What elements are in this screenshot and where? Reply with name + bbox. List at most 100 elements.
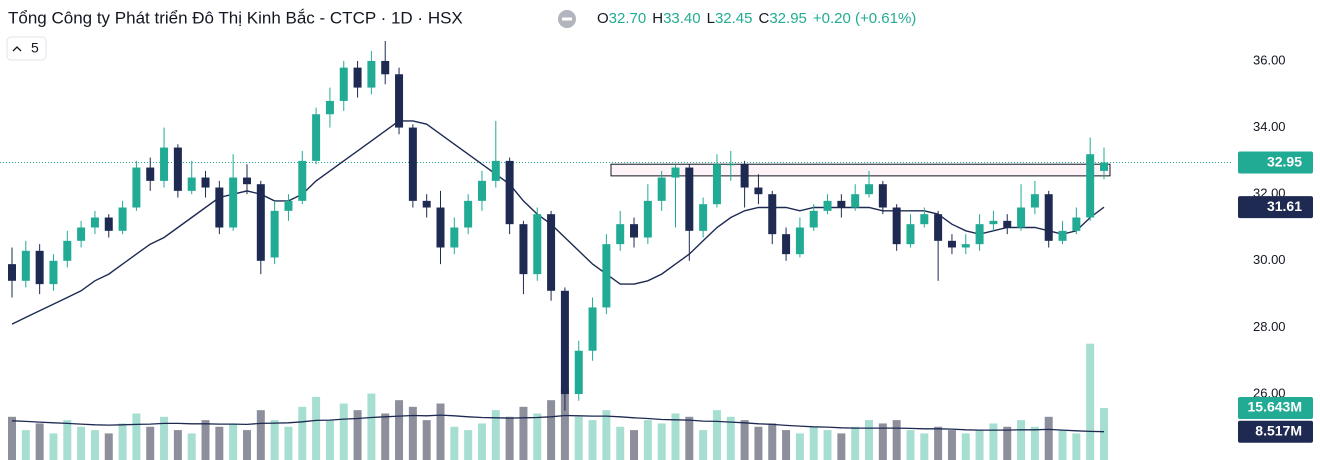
candle-body (201, 177, 210, 188)
candle-body (588, 307, 597, 351)
last-price-tag: 32.95 (1267, 153, 1302, 169)
candle-body (63, 240, 72, 261)
volume-bar (146, 426, 155, 460)
candle-body (851, 194, 860, 208)
candle-body (505, 160, 514, 225)
volume-bar (740, 420, 749, 460)
candle-body (35, 250, 44, 285)
candle-body (395, 74, 404, 128)
candle-body (90, 217, 99, 228)
candle-body (975, 224, 984, 245)
candle-body (146, 167, 155, 181)
volume-bar (989, 423, 998, 460)
volume-bar (173, 430, 182, 460)
candle-body (671, 167, 680, 178)
volume-ma-tag: 8.517M (1255, 422, 1302, 438)
volume-bar (229, 423, 238, 460)
volume-ma-line (11, 414, 1105, 433)
volume-bar (782, 430, 791, 460)
volume-bar (353, 410, 362, 460)
candle-body (1100, 162, 1108, 171)
volume-bar (851, 426, 860, 460)
volume-bar (602, 410, 611, 460)
volume-bar (560, 386, 569, 460)
candle-body (256, 184, 265, 261)
volume-bar (312, 396, 321, 460)
volume-bar (1044, 416, 1053, 460)
candle-body (229, 177, 238, 228)
volume-bar (381, 413, 390, 460)
candle-body (934, 214, 943, 241)
candle-body (657, 177, 666, 201)
ohlc-legend: O32.70 H33.40 L32.45 C32.95 +0.20 (+0.61%) (597, 10, 916, 27)
ohlc-key: O (597, 10, 609, 27)
last-price-tag-bg (1238, 151, 1313, 174)
candle-body (795, 227, 804, 255)
ma-tag: 31.61 (1267, 198, 1302, 214)
volume-bar (547, 400, 556, 460)
volume-bar (699, 430, 708, 460)
volume-bar (1058, 430, 1067, 460)
volume-bar (823, 430, 832, 460)
volume-bar (477, 423, 486, 460)
candle-body (298, 160, 307, 201)
ma-tag-bg (1238, 196, 1313, 219)
candle-body (643, 200, 652, 238)
candle-body (616, 224, 625, 245)
candle-body (878, 184, 887, 208)
candle-body (533, 214, 542, 275)
volume-bar (1086, 343, 1095, 460)
volume-bar (436, 403, 445, 460)
ohlc-key: H (652, 10, 663, 27)
volume-bar (726, 416, 735, 460)
candle-body (685, 167, 694, 231)
volume-ma-tag-bg (1238, 420, 1313, 443)
candle-body (837, 200, 846, 208)
candle-body (325, 100, 334, 115)
status-icon-bar (562, 17, 572, 21)
volume-bar (754, 426, 763, 460)
candle-body (630, 224, 639, 238)
ohlc-key: C (759, 10, 770, 27)
volume-bar (1030, 426, 1039, 460)
y-tick-label: 28.00 (1253, 319, 1286, 334)
candle-body (408, 127, 417, 201)
volume-bar (325, 420, 334, 460)
plot (0, 40, 1232, 460)
candle-body (712, 164, 721, 205)
candle-body (1030, 194, 1039, 208)
y-tick-label: 30.00 (1253, 252, 1286, 267)
volume-bar (588, 420, 597, 460)
candle-body (823, 200, 832, 211)
volume-bar (1100, 408, 1108, 460)
volume-bar (892, 420, 901, 460)
candle-body (768, 194, 777, 235)
volume-bar (657, 423, 666, 460)
candle-body (906, 224, 915, 245)
candle-body (574, 350, 583, 395)
volume-bar (947, 430, 956, 460)
volume-bar (21, 430, 30, 460)
candle-body (892, 207, 901, 245)
candle-body (422, 200, 431, 208)
candle-body (160, 147, 169, 181)
volume-bar (367, 393, 376, 460)
volume-bar (104, 433, 113, 460)
candle-body (560, 290, 569, 395)
candle-body (1086, 154, 1095, 218)
candle-body (740, 164, 749, 188)
indicator-toggle[interactable] (6, 36, 47, 61)
volume-bar (712, 410, 721, 460)
ohlc-value: 32.45 (715, 10, 753, 27)
candle-body (284, 200, 293, 211)
volume-bar (464, 430, 473, 460)
candle-body (339, 67, 348, 101)
volume-bar (574, 416, 583, 460)
candle-body (865, 184, 874, 195)
volume-bar (298, 406, 307, 460)
candle-body (381, 60, 390, 75)
candle-body (215, 187, 224, 228)
volume-bar (215, 426, 224, 460)
candle-body (242, 177, 251, 185)
volume-bar (975, 430, 984, 460)
